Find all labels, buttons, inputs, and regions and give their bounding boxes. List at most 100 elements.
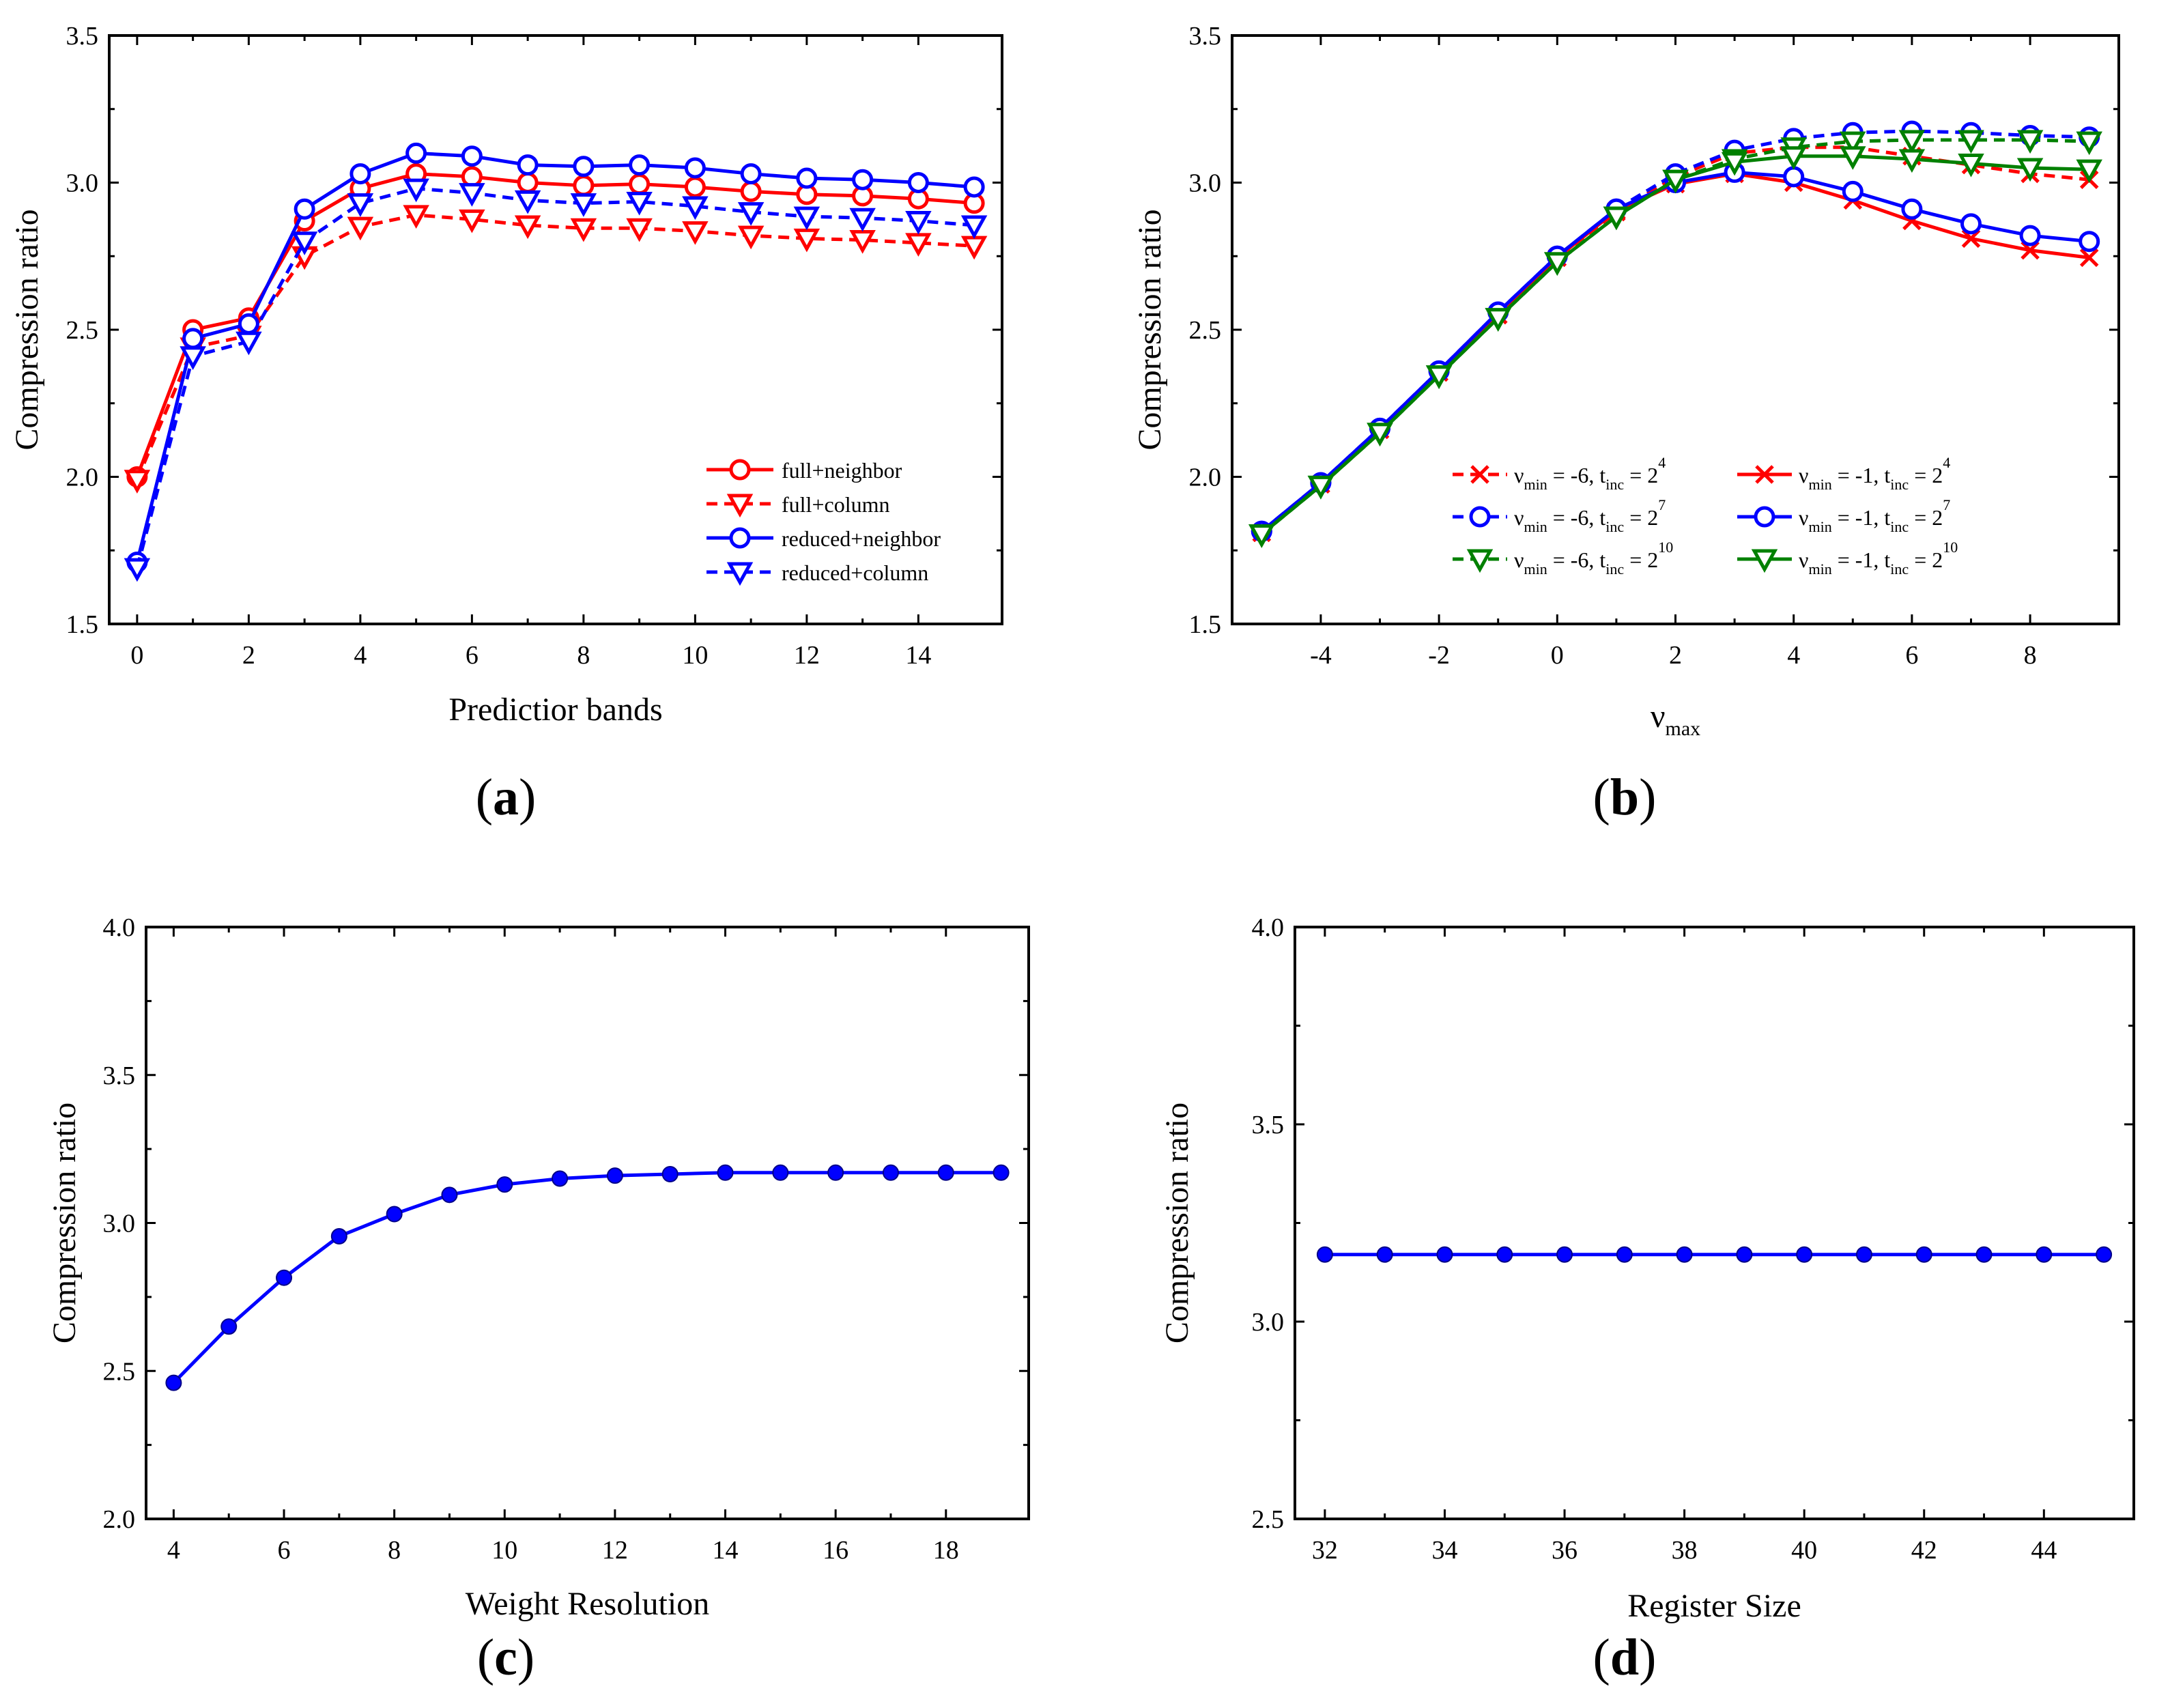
plot-frame [145,926,1030,1520]
legend-label: full+neighbor [782,458,902,483]
x-tick-label: 0 [130,641,143,670]
x-tick-label: 14 [713,1536,739,1565]
y-tick-label: 2.5 [1252,1505,1285,1534]
y-tick-label: 3.0 [1189,169,1222,198]
legend-marker [1469,506,1491,528]
x-tick-label: 0 [1551,641,1564,670]
x-tick-label: 2 [242,641,255,670]
panel-d-caption: (d) [1593,1629,1657,1686]
legend-marker [1470,465,1489,484]
data-point [1662,169,1689,194]
data-point [963,176,985,198]
data-point [960,215,988,240]
data-point [1436,1246,1453,1263]
data-point [461,166,483,188]
legend-marker [1466,549,1494,573]
x-axis-label: Register Size [1627,1588,1801,1624]
data-point [2036,1246,2053,1263]
data-point [793,206,820,231]
data-point [2019,225,2041,246]
data-point [496,1176,513,1193]
series-1 [124,205,988,494]
data-point [235,331,262,356]
y-tick-label: 4.0 [103,913,136,942]
legend-marker [726,562,754,586]
data-point [960,236,988,260]
data-point [1898,130,1926,154]
y-tick-label: 4.0 [1252,913,1285,942]
series-3 [124,178,988,582]
data-point [1842,180,1864,202]
series-4 [1248,130,2102,548]
data-point [717,1164,734,1181]
data-point [403,178,429,203]
data-point [2096,1246,2113,1263]
y-tick-label: 1.5 [66,610,99,639]
data-point [2079,231,2100,253]
x-tick-label: 42 [1911,1536,1937,1565]
data-point [124,558,151,582]
data-point [517,172,539,193]
data-point [661,1165,679,1182]
x-tick-label: 44 [2031,1536,2057,1565]
data-point [682,196,709,220]
legend-marker [729,459,751,481]
panel-c-caption: (c) [476,1629,535,1686]
data-point [1960,213,1982,235]
y-tick-label: 2.0 [1189,464,1222,492]
x-tick-label: 10 [491,1536,517,1565]
data-point [852,169,874,190]
legend-label: νmin = -6, tinc = 210 [1514,539,1673,578]
series-line [172,1171,1001,1384]
panel-a-caption: (a) [475,769,537,826]
legend-label: full+column [782,492,889,517]
data-point [626,192,653,216]
y-tick-label: 3.0 [103,1210,136,1238]
data-point [1840,131,1866,156]
data-point [1958,153,1984,177]
x-tick-label: 16 [823,1536,848,1565]
series-line [135,186,975,569]
data-point [1840,146,1866,170]
series-2 [126,142,985,573]
panel-b-caption: (b) [1593,769,1657,826]
legend-label: νmin = -1, tinc = 210 [1799,539,1958,578]
x-tick-label: 18 [933,1536,959,1565]
data-point [441,1186,458,1204]
data-point [276,1269,293,1286]
data-point [2076,159,2102,184]
data-point [849,230,876,254]
data-point [1316,1246,1333,1263]
x-tick-label: 4 [354,641,367,670]
data-point [937,1164,954,1181]
data-point [552,1170,569,1187]
data-point [1898,149,1926,173]
data-point [349,163,371,185]
series-line [135,151,975,563]
y-tick-label: 3.5 [1252,1111,1285,1139]
data-point [386,1206,403,1223]
data-point [573,156,595,177]
data-point [793,228,820,253]
series-line [1260,138,2089,536]
data-point [1780,146,1807,170]
data-point [182,328,204,350]
data-point [514,190,541,214]
data-point [1556,1246,1573,1263]
data-point [1961,229,1981,248]
data-point [514,215,541,240]
data-point [737,202,765,226]
series-0 [1252,138,2099,543]
x-tick-label: 6 [1905,641,1918,670]
data-point [517,154,539,176]
x-tick-label: 2 [1669,641,1682,670]
y-tick-label: 3.5 [66,22,99,51]
data-point [629,173,651,195]
data-point [405,142,427,164]
data-point [459,209,485,233]
series-line [1260,145,2089,535]
data-point [684,176,706,198]
legend-marker [1754,506,1775,528]
data-point [1676,1246,1693,1263]
legend-label: νmin = -6, tinc = 27 [1514,496,1666,535]
